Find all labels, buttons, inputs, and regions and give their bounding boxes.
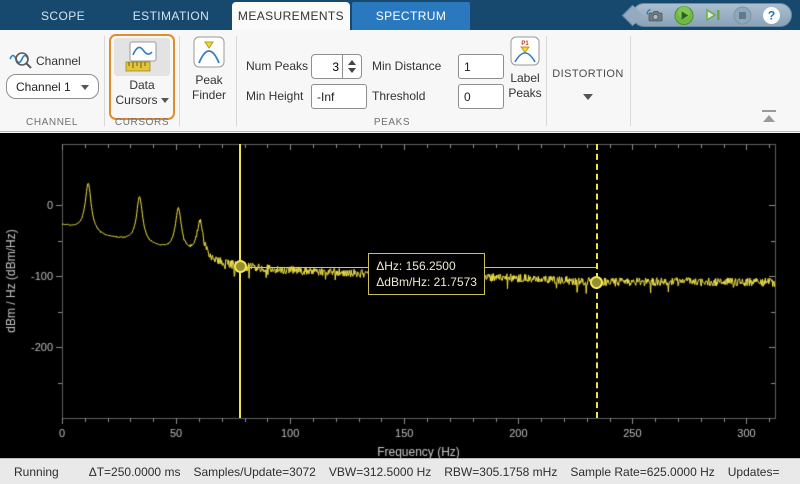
- label-peaks-button[interactable]: P1 Label Peaks: [504, 36, 546, 101]
- snapshot-camera-icon[interactable]: [645, 5, 665, 25]
- status-metric: ΔT=250.0000 ms: [89, 465, 181, 479]
- peak-finder-icon: [193, 36, 225, 68]
- chevron-down-icon: [583, 94, 593, 100]
- min-distance-input[interactable]: [458, 54, 504, 79]
- cursor-marker-1[interactable]: [234, 260, 247, 273]
- spectrum-plot-area: ΔHz: 156.2500 ΔdBm/Hz: 21.7573: [0, 133, 800, 458]
- tab-scope[interactable]: SCOPE: [18, 2, 108, 30]
- section-label-channel: CHANNEL: [0, 117, 104, 128]
- section-label-peaks: PEAKS: [238, 117, 546, 128]
- spin-down-icon[interactable]: [348, 68, 356, 73]
- section-label-cursors: CURSORS: [106, 117, 178, 128]
- svg-text:P1: P1: [521, 41, 529, 47]
- peak-finder-label-line1: Peak: [189, 73, 229, 88]
- status-metric: VBW=312.5000 Hz: [329, 465, 431, 479]
- data-cursors-button[interactable]: Data Cursors: [111, 36, 173, 118]
- cursor-delta-readout[interactable]: ΔHz: 156.2500 ΔdBm/Hz: 21.7573: [368, 253, 485, 295]
- label-peaks-label-line2: Peaks: [504, 86, 546, 101]
- min-distance-label: Min Distance: [372, 54, 441, 79]
- peak-finder-label-line2: Finder: [189, 88, 229, 103]
- data-cursor-1[interactable]: [239, 144, 241, 418]
- tab-spectrum[interactable]: SPECTRUM: [352, 2, 470, 30]
- collapse-ribbon-button[interactable]: [760, 110, 778, 124]
- help-icon[interactable]: ?: [761, 5, 781, 25]
- section-separator: [546, 36, 547, 126]
- section-separator: [630, 36, 631, 126]
- tab-measurements[interactable]: MEASUREMENTS: [232, 2, 350, 30]
- delta-hz-value: ΔHz: 156.2500: [376, 258, 477, 274]
- num-peaks-input[interactable]: [312, 55, 342, 78]
- quick-access-toolbar: ?: [632, 3, 792, 27]
- section-separator: [236, 36, 237, 126]
- channel-select[interactable]: Channel 1: [6, 74, 99, 99]
- status-metric: RBW=305.1758 mHz: [444, 465, 557, 479]
- cursor-marker-2[interactable]: [590, 276, 603, 289]
- tab-estimation[interactable]: ESTIMATION: [118, 2, 224, 30]
- channel-select-value: Channel 1: [16, 80, 71, 94]
- spin-up-icon[interactable]: [348, 60, 356, 65]
- label-peaks-label-line1: Label: [504, 71, 546, 86]
- data-cursors-label-line2: Cursors: [115, 93, 157, 107]
- distortion-gallery-button[interactable]: DISTORTION: [548, 30, 628, 131]
- section-separator: [104, 36, 105, 126]
- label-peaks-icon: P1: [510, 36, 540, 66]
- distortion-label: DISTORTION: [548, 68, 628, 80]
- run-icon[interactable]: [674, 5, 694, 25]
- svg-text:?: ?: [767, 8, 774, 22]
- delta-dbm-value: ΔdBm/Hz: 21.7573: [376, 274, 477, 290]
- spectrum-analyzer-window: SCOPE ESTIMATION MEASUREMENTS SPECTRUM: [0, 0, 800, 484]
- step-forward-icon[interactable]: [703, 5, 723, 25]
- status-state: Running: [14, 465, 59, 479]
- num-peaks-label: Num Peaks: [246, 54, 308, 79]
- channel-wave-magnifier-icon: [9, 50, 33, 75]
- threshold-input[interactable]: [458, 84, 504, 109]
- stop-icon[interactable]: [732, 5, 752, 25]
- num-peaks-stepper[interactable]: [311, 54, 362, 79]
- chevron-down-icon: [161, 98, 169, 103]
- measurements-ribbon: Channel Channel 1 CHANNEL: [0, 30, 800, 132]
- section-separator: [179, 36, 180, 126]
- collapse-ribbon-icon: [762, 110, 776, 112]
- status-bar: Running ΔT=250.0000 ms Samples/Update=30…: [0, 458, 800, 484]
- num-peaks-spin-arrows[interactable]: [342, 55, 360, 78]
- data-cursors-label-line1: Data: [111, 78, 173, 93]
- threshold-label: Threshold: [372, 84, 425, 109]
- tab-bar: SCOPE ESTIMATION MEASUREMENTS SPECTRUM: [0, 0, 800, 30]
- data-cursors-icon: [114, 38, 170, 76]
- peak-finder-button[interactable]: Peak Finder: [189, 36, 229, 103]
- channel-label: Channel: [36, 54, 81, 68]
- status-metric: Updates=: [728, 465, 780, 479]
- min-height-input[interactable]: [311, 84, 367, 109]
- spectrum-plot-canvas[interactable]: [0, 133, 800, 458]
- chevron-down-icon: [81, 85, 89, 90]
- status-metric: Sample Rate=625.0000 Hz: [570, 465, 714, 479]
- min-height-label: Min Height: [246, 84, 303, 109]
- status-metric: Samples/Update=3072: [193, 465, 315, 479]
